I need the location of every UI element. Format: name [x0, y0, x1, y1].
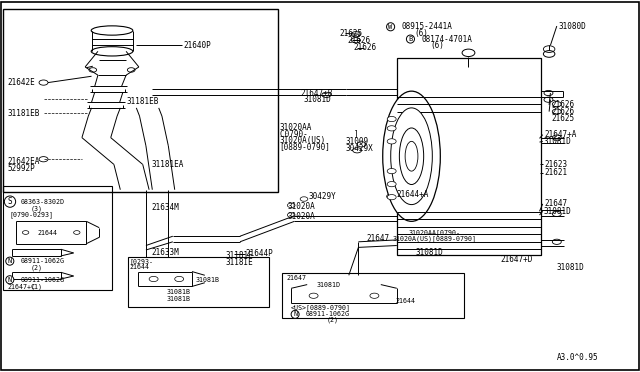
Text: [0293-: [0293-	[130, 258, 154, 264]
Text: (3): (3)	[31, 205, 43, 212]
Circle shape	[552, 102, 561, 107]
Text: 21647: 21647	[544, 199, 567, 208]
Ellipse shape	[390, 108, 433, 205]
Text: 21647: 21647	[287, 275, 307, 281]
Text: 31081D: 31081D	[304, 95, 332, 104]
Bar	[3, 186, 112, 290]
Text: 21634M: 21634M	[152, 203, 179, 212]
Circle shape	[552, 135, 561, 140]
Text: 31081D: 31081D	[544, 207, 572, 216]
Text: (2): (2)	[326, 317, 339, 323]
Text: [0889-0790]: [0889-0790]	[280, 142, 330, 151]
Text: 31020AA: 31020AA	[280, 123, 312, 132]
Text: <US>[0889-0790]: <US>[0889-0790]	[291, 305, 351, 311]
Text: [0790-0293]: [0790-0293]	[10, 212, 54, 218]
Ellipse shape	[383, 91, 440, 221]
Bar	[397, 58, 541, 255]
Text: N: N	[8, 277, 12, 283]
Text: 21647+A: 21647+A	[544, 130, 577, 139]
Text: 21626: 21626	[552, 107, 575, 116]
Circle shape	[387, 169, 396, 174]
Text: 08911-1062G: 08911-1062G	[21, 258, 65, 264]
Text: 21626: 21626	[552, 100, 575, 109]
Text: 08911-1062G: 08911-1062G	[306, 311, 350, 317]
Text: 21626: 21626	[353, 43, 376, 52]
Text: 30429X: 30429X	[346, 144, 373, 153]
Text: 31009: 31009	[346, 137, 369, 146]
Text: 08363-8302D: 08363-8302D	[21, 199, 65, 205]
Text: 21644P: 21644P	[245, 249, 273, 258]
Text: 08174-4701A: 08174-4701A	[421, 35, 472, 44]
Text: 21644: 21644	[130, 264, 150, 270]
Text: 21647+C: 21647+C	[8, 284, 36, 290]
Text: 31081B: 31081B	[166, 289, 191, 295]
Circle shape	[543, 51, 555, 57]
Bar	[282, 273, 464, 318]
Text: 31181EB: 31181EB	[126, 97, 159, 106]
Text: 21642EA: 21642EA	[8, 157, 40, 166]
Text: 31081D: 31081D	[317, 282, 341, 288]
Text: S: S	[8, 197, 12, 206]
Text: 21625: 21625	[339, 29, 362, 38]
Text: W: W	[388, 24, 393, 30]
Text: 31081D: 31081D	[544, 137, 572, 146]
Text: A3.0^0.95: A3.0^0.95	[557, 353, 598, 362]
Text: 31020A: 31020A	[288, 212, 316, 221]
Text: N: N	[293, 311, 297, 317]
Text: 21642E: 21642E	[8, 78, 35, 87]
Text: (1): (1)	[31, 283, 43, 290]
Circle shape	[387, 126, 396, 131]
Ellipse shape	[405, 141, 418, 171]
Text: 31081B: 31081B	[166, 296, 191, 302]
Circle shape	[462, 49, 475, 57]
Text: 31081D: 31081D	[416, 248, 444, 257]
Text: N: N	[8, 258, 12, 264]
Text: C0790-          ]: C0790- ]	[280, 129, 358, 138]
Text: 31020A(US)[0889-0790]: 31020A(US)[0889-0790]	[392, 235, 476, 242]
Text: 21644+A: 21644+A	[397, 190, 429, 199]
Text: 21633M: 21633M	[152, 248, 179, 257]
Text: 31081B: 31081B	[195, 277, 219, 283]
Text: 31081D: 31081D	[557, 263, 584, 272]
Text: (6): (6)	[430, 41, 444, 50]
Text: 52992P: 52992P	[8, 164, 35, 173]
Text: 21644: 21644	[396, 298, 415, 304]
Circle shape	[552, 109, 561, 114]
Ellipse shape	[399, 128, 424, 185]
Text: 21625: 21625	[552, 114, 575, 123]
Bar	[128, 257, 269, 307]
Text: 31020A(US): 31020A(US)	[280, 136, 326, 145]
Text: 08915-2441A: 08915-2441A	[402, 22, 452, 31]
Text: (6): (6)	[415, 29, 429, 38]
Text: 30429Y: 30429Y	[308, 192, 336, 201]
Text: 31181EA: 31181EA	[152, 160, 184, 169]
Text: 31080D: 31080D	[558, 22, 586, 31]
Text: 21623: 21623	[544, 160, 567, 169]
Bar	[3, 9, 278, 192]
Text: 21647+D: 21647+D	[500, 255, 533, 264]
Circle shape	[387, 182, 396, 187]
Text: 31181EB: 31181EB	[8, 109, 40, 118]
Text: 21644: 21644	[37, 230, 57, 235]
Text: 31181E: 31181E	[226, 251, 253, 260]
Circle shape	[387, 195, 396, 200]
Text: 21647: 21647	[366, 234, 389, 243]
Circle shape	[552, 239, 561, 244]
Text: 31020A: 31020A	[288, 202, 316, 211]
Text: 21640P: 21640P	[184, 41, 211, 50]
Text: (2): (2)	[31, 264, 43, 271]
Text: 08911-1062G: 08911-1062G	[21, 277, 65, 283]
Text: 31020AA[0790-: 31020AA[0790-	[408, 229, 460, 236]
Text: 21647+B: 21647+B	[301, 89, 333, 97]
Text: 21626: 21626	[348, 36, 371, 45]
Circle shape	[552, 211, 561, 217]
Text: 21621: 21621	[544, 169, 567, 177]
Text: 3118IE: 3118IE	[226, 258, 253, 267]
Text: B: B	[408, 36, 413, 42]
Circle shape	[387, 116, 396, 122]
Circle shape	[387, 139, 396, 144]
